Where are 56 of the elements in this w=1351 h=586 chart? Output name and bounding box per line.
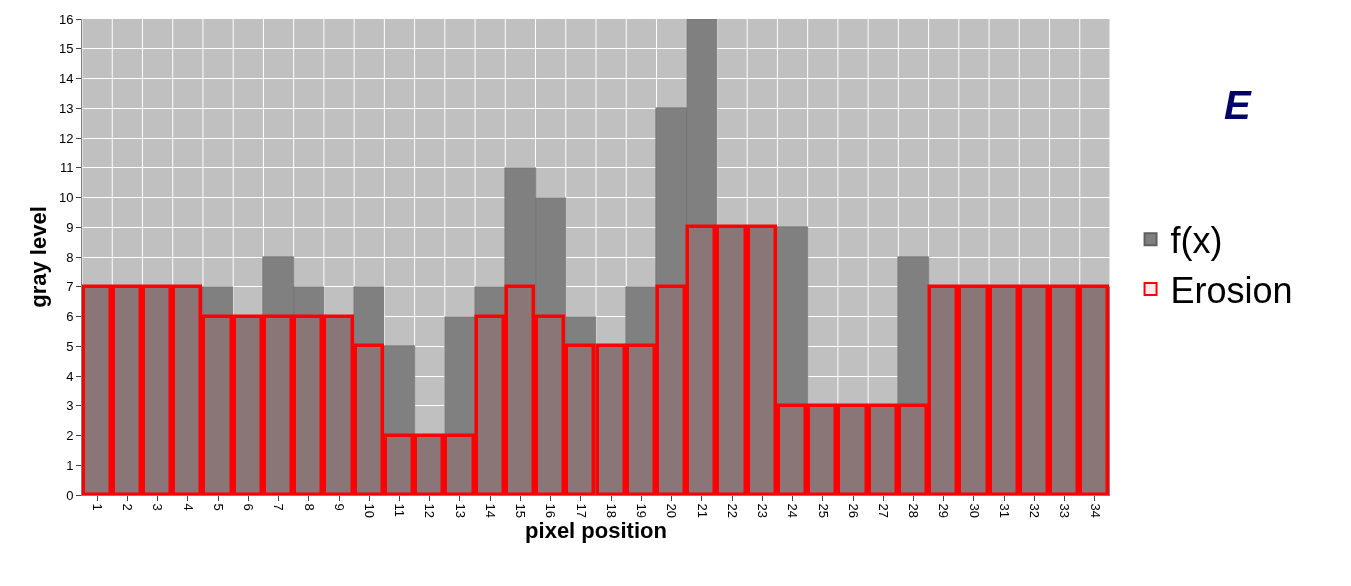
x-tick-label: 10: [362, 503, 378, 519]
x-tick-label: 18: [603, 503, 619, 519]
x-tick-label: 7: [271, 503, 287, 511]
x-tick-label: 23: [755, 503, 771, 519]
x-tick-label: 20: [664, 503, 680, 519]
y-tick-label: 7: [66, 279, 74, 295]
x-tick-label: 11: [392, 503, 408, 518]
y-tick-label: 16: [58, 11, 74, 27]
y-tick-label: 6: [66, 309, 74, 325]
y-tick-label: 13: [58, 100, 74, 116]
y-tick-label: 14: [58, 71, 74, 87]
x-tick-label: 34: [1087, 503, 1103, 519]
x-axis-title: pixel position: [525, 518, 667, 544]
y-tick-label: 4: [66, 368, 74, 384]
y-tick-label: 0: [66, 487, 74, 503]
x-tick-label: 26: [845, 503, 861, 519]
x-tick-label: 29: [936, 503, 952, 519]
x-tick-label: 22: [724, 503, 740, 519]
legend-label: f(x): [1170, 220, 1223, 262]
y-tick-label: 9: [66, 219, 74, 235]
x-tick-label: 9: [331, 503, 347, 511]
x-tick-label: 25: [815, 503, 831, 519]
x-tick-label: 28: [906, 503, 922, 519]
y-tick-label: 3: [66, 398, 74, 414]
x-tick-label: 30: [966, 503, 982, 519]
x-tick-label: 14: [482, 503, 498, 519]
x-tick-label: 4: [180, 503, 196, 511]
y-tick-label: 11: [59, 160, 74, 176]
y-tick-label: 5: [66, 338, 74, 354]
x-tick-label: 6: [241, 503, 257, 511]
y-tick-label: 10: [58, 190, 74, 206]
x-tick-label: 8: [301, 503, 317, 511]
y-tick-label: 12: [58, 130, 74, 146]
x-tick-label: 12: [422, 503, 438, 519]
y-tick-label: 2: [66, 428, 74, 444]
x-tick-label: 32: [1027, 503, 1043, 519]
x-tick-label: 31: [996, 503, 1012, 519]
x-tick-label: 24: [785, 503, 801, 519]
x-tick-label: 1: [89, 503, 105, 511]
y-axis-title: gray level: [25, 206, 51, 308]
x-tick-label: 15: [513, 503, 529, 519]
y-tick-label: 1: [66, 457, 74, 473]
y-tick-label: 8: [66, 249, 74, 265]
x-tick-label: 5: [210, 503, 226, 511]
x-tick-label: 19: [634, 503, 650, 519]
x-tick-label: 13: [452, 503, 468, 519]
text: E: [1224, 83, 1252, 127]
x-tick-label: 2: [120, 503, 136, 511]
x-tick-label: 33: [1057, 503, 1073, 519]
x-tick-label: 16: [543, 503, 559, 519]
x-tick-label: 27: [876, 503, 892, 519]
x-tick-label: 17: [573, 503, 589, 519]
legend-label: Erosion: [1170, 270, 1293, 312]
x-tick-label: 21: [694, 503, 710, 519]
y-tick-label: 15: [58, 41, 74, 57]
x-tick-label: 3: [150, 503, 166, 511]
